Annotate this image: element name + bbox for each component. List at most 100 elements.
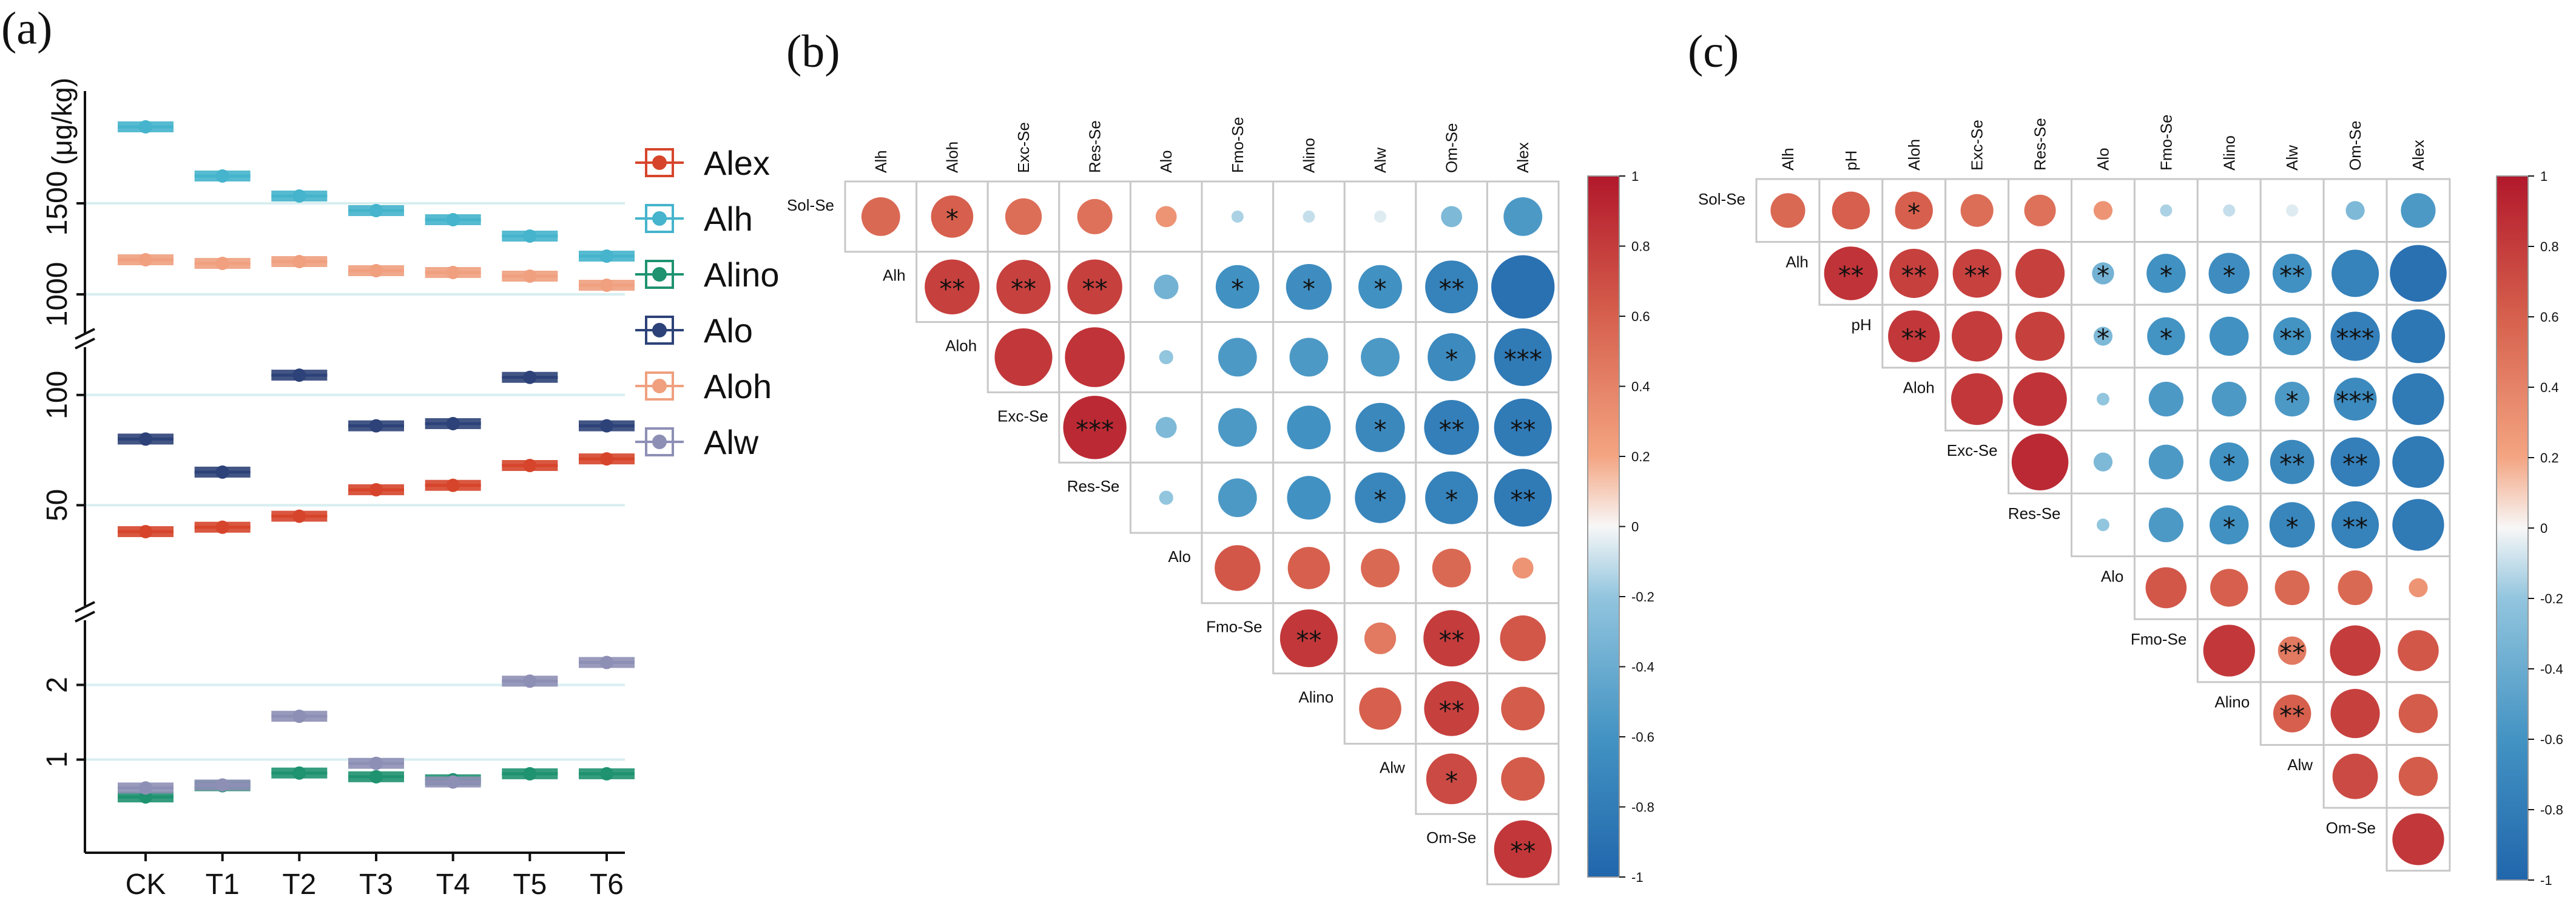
column-label: Alo <box>2094 147 2112 171</box>
data-point <box>600 452 613 466</box>
panel-b-label: (b) <box>786 26 840 77</box>
panel-b-correlation-matrix: (b) *** ** ** * * * *** ****** * ** *** * **** ******… <box>786 26 1654 886</box>
column-label: Alw <box>2283 145 2301 171</box>
row-label: Res-Se <box>2008 504 2061 523</box>
row-label: Alw <box>1380 758 1405 776</box>
correlation-circle <box>1770 193 1806 228</box>
correlation-circle <box>2148 507 2183 543</box>
legend-swatch-box <box>645 148 674 177</box>
data-point <box>369 264 383 277</box>
data-point <box>139 432 152 446</box>
correlation-circle <box>1077 198 1113 234</box>
significance-stars: * <box>2097 323 2109 353</box>
data-point <box>292 709 306 723</box>
y-tick-label: 50 <box>41 489 73 521</box>
correlation-circle <box>2013 372 2067 426</box>
correlation-circle <box>2332 501 2379 549</box>
significance-stars: * <box>2223 260 2236 290</box>
column-label: Alex <box>1514 142 1532 173</box>
data-point <box>600 419 613 433</box>
correlation-circle <box>1501 757 1545 801</box>
axis-break-mark <box>75 611 95 623</box>
panel-c-colorbar: 1 0.8 0.6 0.4 0.2 0 -0.2 -0.4 -0.6 -0.8 -1 <box>2496 169 2563 888</box>
axis-break-mark <box>75 337 95 350</box>
correlation-circle <box>2208 252 2250 294</box>
significance-stars: *** <box>1504 345 1542 374</box>
legend-swatch-dot <box>652 379 667 393</box>
data-point <box>369 204 383 217</box>
correlation-circle <box>2392 436 2444 488</box>
column-label: Fmo-Se <box>1229 117 1247 173</box>
significance-stars: * <box>946 204 959 234</box>
significance-stars: ** <box>1439 415 1465 444</box>
legend-swatch-box <box>645 427 674 456</box>
x-tick-label: T2 <box>282 869 316 901</box>
legend-swatch-box <box>645 260 674 289</box>
correlation-circle <box>1494 820 1552 878</box>
correlation-circle <box>1503 197 1543 236</box>
colorbar-tick-label: 0.4 <box>2540 380 2559 395</box>
panel-a-axes: 1000 1500 50 100 1 2 CK T1 T2 T3 T4 T5 T6 <box>41 91 625 901</box>
row-label: Alo <box>2101 567 2124 585</box>
row-label: Sol-Se <box>1698 190 1745 208</box>
correlation-circle <box>1231 210 1244 223</box>
correlation-circle <box>1358 265 1402 309</box>
correlation-circle <box>1215 265 1259 309</box>
correlation-circle <box>1960 194 1994 227</box>
legend-swatch-dot <box>652 267 667 282</box>
data-point <box>523 459 537 472</box>
column-label: Alw <box>1371 147 1389 173</box>
correlation-circle <box>2024 194 2056 226</box>
correlation-circle <box>2145 567 2187 609</box>
significance-stars: ** <box>1439 626 1465 655</box>
significance-stars: ** <box>1964 260 1990 290</box>
correlation-circle <box>1286 264 1332 310</box>
row-label: Sol-Se <box>787 196 834 214</box>
correlation-circle <box>861 197 900 236</box>
column-label: Om-Se <box>1443 123 1461 173</box>
significance-stars: * <box>2223 449 2236 479</box>
row-label: Exc-Se <box>1947 441 1998 459</box>
correlation-circle <box>2092 262 2114 285</box>
data-point <box>600 249 613 263</box>
colorbar-tick-label: 1 <box>2540 169 2547 184</box>
column-label: Alino <box>2220 135 2238 171</box>
significance-stars: * <box>2160 260 2173 290</box>
significance-stars: ** <box>1510 485 1536 515</box>
x-tick-label: T4 <box>436 869 470 901</box>
correlation-circle <box>2211 382 2247 417</box>
correlation-circle <box>1289 337 1329 377</box>
correlation-circle <box>2015 311 2065 361</box>
colorbar-tick-label: -1 <box>2540 873 2552 888</box>
matrix-cell <box>2385 618 2451 683</box>
data-point <box>446 213 460 226</box>
correlation-circle <box>2160 204 2173 217</box>
colorbar-gradient <box>2496 175 2529 881</box>
row-label: Om-Se <box>2326 819 2376 837</box>
colorbar-tick-label: -0.8 <box>1631 800 1654 815</box>
correlation-circle <box>1287 547 1330 589</box>
data-point <box>523 370 537 384</box>
panel-b-labels: Alh Aloh Exc-Se Res-Se Alo Fmo-Se Alino Alw Om-S… <box>787 117 1532 847</box>
data-point <box>523 767 537 781</box>
significance-stars: * <box>2160 323 2173 353</box>
correlation-circle <box>1361 549 1400 588</box>
data-point <box>215 778 229 792</box>
colorbar-tick-label: -0.6 <box>2540 732 2563 747</box>
data-point <box>215 465 229 479</box>
data-point <box>369 419 383 433</box>
significance-stars: ** <box>2342 449 2368 479</box>
correlation-circle <box>1428 333 1476 381</box>
column-label: Alh <box>1779 147 1797 171</box>
colorbar-tick-label: -0.8 <box>2540 802 2563 818</box>
correlation-circle <box>2269 502 2315 548</box>
legend-swatch-dot <box>652 155 667 170</box>
correlation-circle <box>2097 518 2109 532</box>
correlation-circle <box>1159 350 1173 365</box>
legend-label: Alw <box>704 423 759 461</box>
significance-stars: ** <box>2342 512 2368 542</box>
colorbar-tick-label: -0.6 <box>1631 730 1654 745</box>
correlation-circle <box>1424 400 1479 455</box>
correlation-circle <box>1423 610 1480 667</box>
colorbar-tick-label: -0.4 <box>1631 660 1654 675</box>
